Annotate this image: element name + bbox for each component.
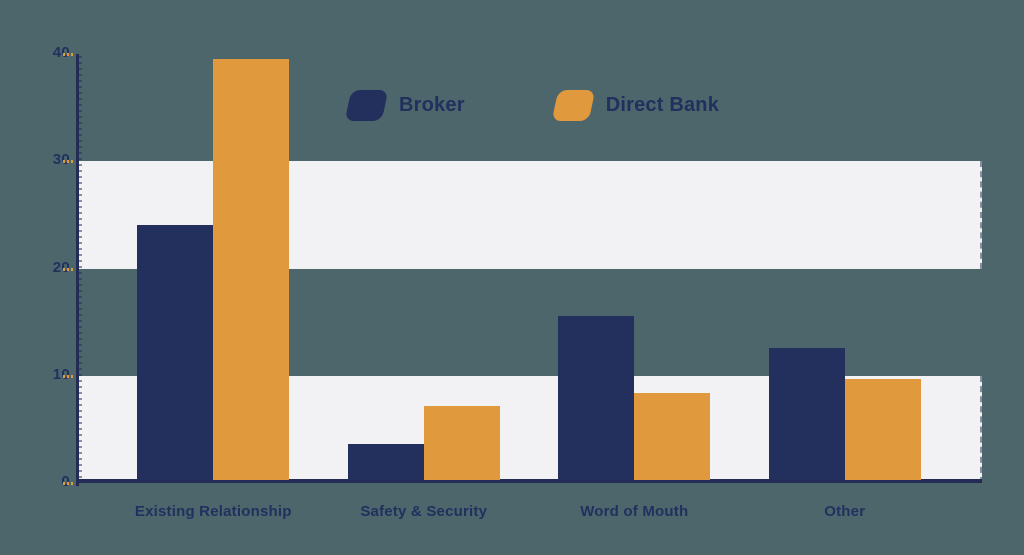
legend-item-broker: Broker (344, 90, 465, 121)
y-tick-label: 0 (26, 473, 70, 490)
y-tick-label: 20 (52, 258, 70, 276)
y-tick-label: 10 (52, 365, 70, 383)
bar-direct-bank-word-of-mouth (634, 393, 711, 480)
bar-direct-bank-other (844, 379, 921, 480)
bar-broker-safety-security (347, 443, 424, 480)
bar-broker-other (768, 348, 845, 480)
y-axis (76, 54, 79, 486)
bar-direct-bank-safety-security (423, 406, 500, 480)
x-category-label-word-of-mouth: Word of Mouth (580, 503, 689, 520)
x-category-label-existing-relationship: Existing Relationship (134, 503, 292, 520)
bar-direct-bank-existing-relationship (213, 58, 290, 480)
bar-broker-word-of-mouth (558, 315, 635, 480)
x-category-label-safety-security: Safety & Security (360, 503, 488, 520)
y-tick-dash (63, 160, 74, 164)
legend-swatch-direct-bank (551, 90, 595, 121)
y-tick-label: 30 (52, 151, 70, 169)
x-axis (76, 479, 982, 483)
y-tick-dash (63, 53, 74, 56)
x-category-label-other: Other (824, 503, 866, 520)
y-tick-label: 40 (52, 44, 70, 61)
legend-label-broker: Broker (399, 94, 465, 116)
legend: Broker Direct Bank (344, 90, 720, 121)
y-tick-dash (63, 374, 74, 378)
y-tick-dash (63, 482, 74, 485)
y-axis-minor-ticks (79, 56, 82, 479)
legend-swatch-broker (344, 90, 389, 121)
legend-label-direct-bank: Direct Bank (605, 94, 720, 116)
y-tick-dash (63, 267, 74, 271)
legend-item-direct-bank: Direct Bank (551, 90, 720, 121)
bar-broker-existing-relationship (137, 224, 214, 480)
